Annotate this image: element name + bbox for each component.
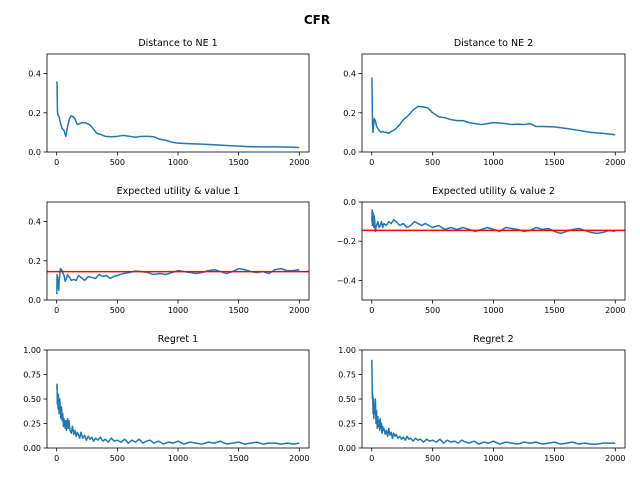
subplot-title: Expected utility & value 1 <box>117 186 240 197</box>
x-tick-label: 2000 <box>605 306 625 315</box>
axes-frame <box>361 201 626 301</box>
y-tick-label: 0.0 <box>343 148 356 157</box>
axes-frame <box>46 349 310 449</box>
y-tick-label: 0.4 <box>28 218 41 227</box>
subplot-r1: Regret 1 0 500 1000 1500 2000 0.00 0.25 0.50 0.75… <box>23 334 309 463</box>
x-tick-label: 500 <box>425 306 440 315</box>
y-tick-label: 0.75 <box>23 371 41 380</box>
x-tick-label: 2000 <box>289 454 309 463</box>
series-line-expected-utility <box>56 267 300 295</box>
y-tick-label: 0.00 <box>23 444 41 453</box>
x-tick-label: 1500 <box>544 454 564 463</box>
y-tick-label: 0.0 <box>28 296 41 305</box>
x-tick-label: 0 <box>369 454 374 463</box>
x-tick-label: 0 <box>54 454 59 463</box>
y-tick-label: 0.50 <box>338 395 356 404</box>
subplot-ne2: Distance to NE 2 0 500 1000 1500 2000 0.0 0.2 0.… <box>343 38 625 167</box>
figure-title: CFR <box>304 13 330 27</box>
y-tick-label: 0.50 <box>23 395 41 404</box>
axes-frame <box>46 53 310 153</box>
subplot-eu2: Expected utility & value 2 0 500 1000 1500 20… <box>337 186 626 315</box>
x-tick-label: 2000 <box>605 454 625 463</box>
x-tick-label: 1500 <box>228 454 248 463</box>
y-tick-label: 0.25 <box>23 420 41 429</box>
axes-frame <box>361 53 626 153</box>
y-tick-label: 0.2 <box>28 257 41 266</box>
x-tick-label: 0 <box>369 306 374 315</box>
x-tick-label: 1000 <box>483 454 503 463</box>
y-tick-label: 0.2 <box>343 109 356 118</box>
x-tick-label: 2000 <box>289 306 309 315</box>
axes-frame <box>361 349 626 449</box>
axes-frame <box>46 201 310 301</box>
subplot-title: Distance to NE 1 <box>138 38 217 49</box>
y-tick-label: 0.4 <box>343 70 356 79</box>
x-tick-label: 1000 <box>168 454 188 463</box>
x-tick-label: 500 <box>425 158 440 167</box>
series-line-regret <box>371 359 616 445</box>
x-tick-label: 1000 <box>168 158 188 167</box>
y-tick-label: 0.00 <box>338 444 356 453</box>
x-tick-label: 0 <box>54 158 59 167</box>
x-tick-label: 2000 <box>289 158 309 167</box>
x-tick-label: 500 <box>110 454 125 463</box>
subplot-title: Regret 1 <box>158 334 198 345</box>
series-line-regret <box>56 383 300 445</box>
y-tick-label: 0.0 <box>343 198 356 207</box>
subplot-title: Expected utility & value 2 <box>432 186 555 197</box>
x-tick-label: 1500 <box>228 306 248 315</box>
x-tick-label: 1000 <box>483 306 503 315</box>
y-tick-label: 0.25 <box>338 420 356 429</box>
subplot-title: Distance to NE 2 <box>454 38 533 49</box>
x-tick-label: 0 <box>54 306 59 315</box>
y-tick-label: −0.2 <box>337 237 356 246</box>
y-tick-label: 0.4 <box>28 70 41 79</box>
x-tick-label: 1000 <box>483 158 503 167</box>
subplot-eu1: Expected utility & value 1 0 500 1000 1500 20… <box>28 186 309 315</box>
y-tick-label: 0.0 <box>28 148 41 157</box>
y-tick-label: 0.2 <box>28 109 41 118</box>
x-tick-label: 1500 <box>544 306 564 315</box>
series-line-distance <box>371 77 616 136</box>
y-tick-label: −0.4 <box>337 276 356 285</box>
x-tick-label: 1500 <box>544 158 564 167</box>
subplot-title: Regret 2 <box>473 334 513 345</box>
x-tick-label: 2000 <box>605 158 625 167</box>
x-tick-label: 0 <box>369 158 374 167</box>
y-tick-label: 1.00 <box>338 346 356 355</box>
y-tick-label: 1.00 <box>23 346 41 355</box>
subplot-grid: Distance to NE 1 0 500 1000 1500 2000 0.0 0.2 0.… <box>23 38 625 463</box>
x-tick-label: 1500 <box>228 158 248 167</box>
x-tick-label: 500 <box>110 306 125 315</box>
y-tick-label: 0.75 <box>338 371 356 380</box>
subplot-ne1: Distance to NE 1 0 500 1000 1500 2000 0.0 0.2 0.… <box>28 38 309 167</box>
subplot-r2: Regret 2 0 500 1000 1500 2000 0.00 0.25 0.50 0.75… <box>338 334 625 463</box>
x-tick-label: 1000 <box>168 306 188 315</box>
x-tick-label: 500 <box>425 454 440 463</box>
series-line-distance <box>56 81 300 149</box>
x-tick-label: 500 <box>110 158 125 167</box>
